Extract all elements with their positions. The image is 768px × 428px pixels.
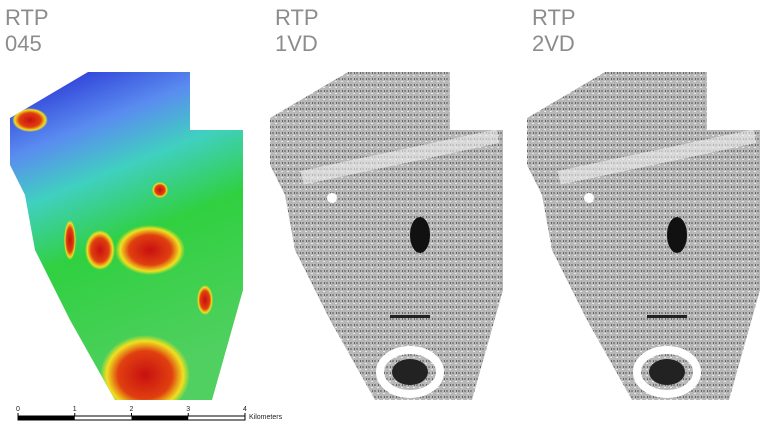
- noise-band: [300, 129, 500, 185]
- map-image: [270, 72, 503, 400]
- scale-label: 1: [73, 406, 77, 413]
- anomaly: [390, 315, 430, 318]
- panel-title: 1VD: [275, 31, 318, 56]
- panel-title: 2VD: [532, 31, 575, 56]
- anomaly: [115, 225, 185, 275]
- scale-label: 0: [16, 406, 20, 413]
- noise-band: [557, 129, 757, 185]
- map-image: [527, 72, 760, 400]
- scale-label: 4: [243, 406, 247, 413]
- anomaly: [667, 217, 687, 253]
- anomaly: [649, 359, 685, 385]
- anomaly: [64, 220, 76, 260]
- anomaly: [327, 193, 337, 203]
- anomaly: [12, 108, 48, 132]
- scale-label: 2: [130, 406, 134, 413]
- anomaly: [584, 193, 594, 203]
- scale-unit: Kilometers: [249, 414, 283, 421]
- anomaly: [633, 346, 701, 398]
- anomaly: [85, 230, 115, 270]
- panel-title: RTP: [532, 5, 576, 30]
- anomaly: [410, 217, 430, 253]
- panel-title: RTP: [5, 5, 49, 30]
- scale-label: 3: [186, 406, 190, 413]
- anomaly: [392, 359, 428, 385]
- anomaly: [152, 182, 168, 198]
- panel-title: RTP: [275, 5, 319, 30]
- map-image: [10, 72, 243, 400]
- anomaly: [376, 346, 444, 398]
- anomaly: [100, 335, 190, 400]
- panel-title: 045: [5, 31, 42, 56]
- anomaly: [197, 285, 213, 315]
- scale-segment: [131, 416, 189, 420]
- scale-segment: [18, 416, 75, 420]
- anomaly: [647, 315, 687, 318]
